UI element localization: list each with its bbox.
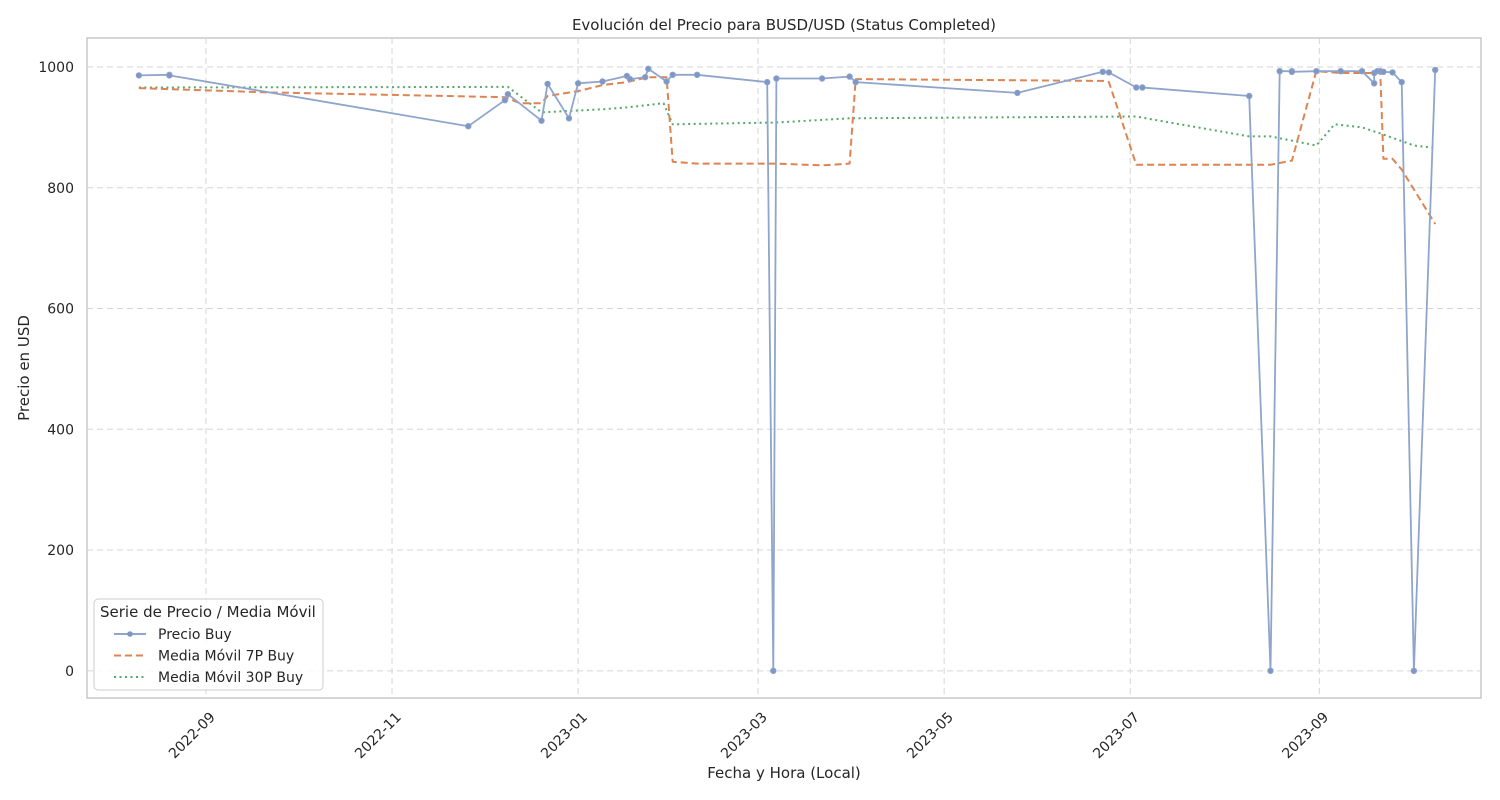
x-tick-label: 2022-11	[352, 709, 405, 762]
data-point	[135, 72, 143, 79]
data-point	[465, 122, 472, 130]
legend-label: Media Móvil 30P Buy	[158, 670, 303, 686]
data-point	[852, 78, 859, 86]
data-point	[626, 75, 634, 83]
series-layer	[135, 65, 1439, 674]
data-point	[764, 78, 771, 86]
data-point	[1014, 89, 1021, 97]
x-tick-label: 2023-09	[1279, 709, 1332, 762]
data-point	[538, 117, 545, 124]
data-point	[1370, 80, 1378, 87]
chart-title: Evolución del Precio para BUSD/USD (Stat…	[572, 16, 996, 34]
legend-label: Media Móvil 7P Buy	[158, 649, 294, 665]
data-point	[1245, 92, 1253, 100]
plot-area	[86, 37, 1482, 699]
x-axis-label: Fecha y Hora (Local)	[707, 764, 861, 782]
legend-item: Media Móvil 30P Buy	[114, 670, 303, 686]
x-tick-label: 2023-01	[538, 709, 591, 762]
legend-marker	[127, 631, 133, 637]
data-point	[669, 71, 676, 78]
x-tick-label: 2022-09	[166, 709, 219, 762]
y-tick-label: 400	[47, 422, 74, 438]
data-point	[501, 96, 509, 104]
data-point	[1313, 67, 1320, 75]
data-point	[1276, 67, 1283, 75]
data-point	[1380, 68, 1387, 75]
data-point	[1389, 69, 1396, 76]
data-point	[770, 667, 777, 674]
data-point	[1337, 67, 1344, 75]
legend-items: Precio Buy Media Móvil 7P Buy Media Móvil …	[114, 627, 303, 686]
x-tick-label: 2023-05	[904, 709, 957, 762]
data-point	[818, 75, 826, 82]
data-point	[1267, 667, 1274, 674]
data-point	[599, 78, 606, 85]
y-tick-label: 800	[47, 181, 74, 197]
data-point	[645, 65, 652, 72]
series-0	[135, 65, 1439, 674]
series-1	[138, 70, 1437, 225]
data-point	[565, 115, 573, 122]
y-tick-label: 1000	[38, 60, 74, 76]
data-point	[846, 73, 853, 80]
series-line	[138, 67, 1437, 672]
series-line	[138, 70, 1437, 225]
data-point	[574, 80, 582, 87]
legend-box	[93, 598, 324, 691]
y-tick-label: 600	[47, 302, 74, 318]
data-point	[544, 80, 551, 88]
data-point	[693, 71, 701, 78]
legend-item: Media Móvil 7P Buy	[114, 649, 294, 665]
data-point	[1398, 78, 1405, 86]
data-point	[1139, 84, 1146, 91]
legend: Serie de Precio / Media Móvil Precio Buy…	[93, 598, 324, 691]
legend-label: Precio Buy	[158, 627, 232, 643]
x-tick-label: 2023-03	[718, 709, 771, 762]
data-point	[642, 73, 649, 81]
data-point	[663, 78, 670, 85]
data-point	[1410, 667, 1418, 674]
data-point	[1099, 68, 1106, 75]
data-point	[1288, 68, 1296, 75]
legend-item: Precio Buy	[114, 627, 232, 643]
y-tick-label: 200	[47, 543, 74, 559]
data-point	[1431, 66, 1439, 74]
data-point	[504, 90, 512, 98]
x-tick-label: 2023-07	[1090, 709, 1143, 762]
data-point	[773, 75, 780, 82]
data-point	[166, 72, 173, 79]
data-point	[1133, 84, 1140, 91]
y-tick-label: 0	[65, 664, 74, 680]
data-point	[1105, 69, 1113, 76]
data-point	[1358, 67, 1366, 75]
legend-title: Serie de Precio / Media Móvil	[100, 603, 316, 621]
y-axis-label: Precio en USD	[15, 315, 33, 421]
